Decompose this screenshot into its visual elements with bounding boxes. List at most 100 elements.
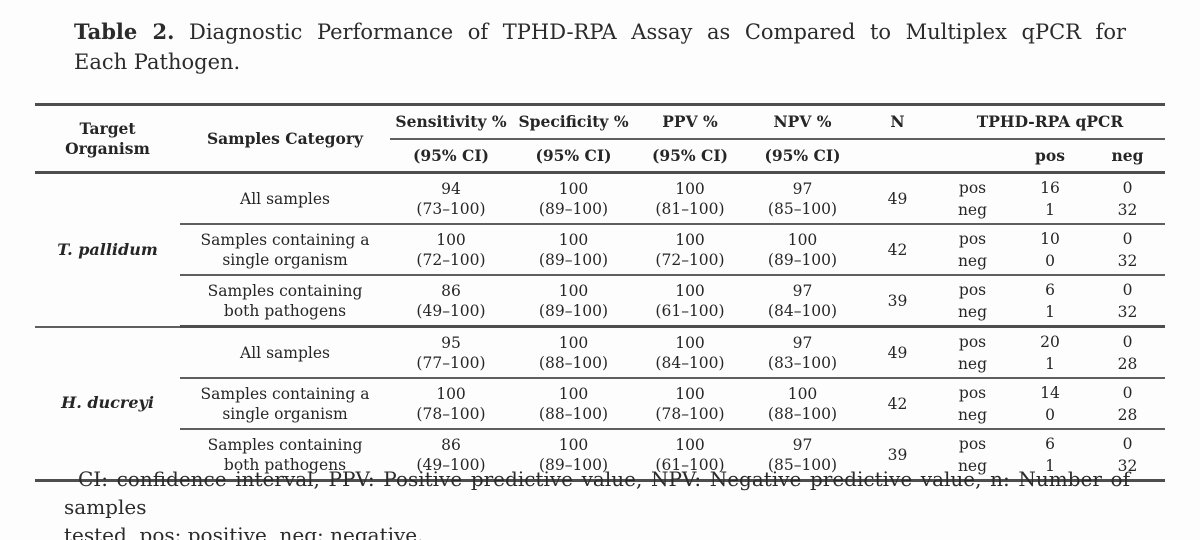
npv-value: 100 <box>787 230 818 249</box>
rpa-pos-label: pos <box>958 383 987 402</box>
rpa-pos-label: pos <box>958 178 987 197</box>
rpa-result-cell: pos neg <box>935 326 1010 379</box>
specificity-cell: 100 (88–100) <box>512 378 635 430</box>
category-cell: All samples <box>180 326 390 379</box>
specificity-ci: (88–100) <box>538 404 609 423</box>
specificity-value: 100 <box>558 179 589 198</box>
ppv-ci: (81–100) <box>655 199 725 218</box>
sensitivity-cell: 86 (49–100) <box>390 275 512 328</box>
subheader-qpcr-neg: neg <box>1090 139 1166 174</box>
table-row: Samples containing both pathogens 86 (49–1… <box>35 429 1165 481</box>
organism-cell: T. pallidum <box>35 172 180 328</box>
sensitivity-ci: (72–100) <box>416 250 486 269</box>
table-row: Samples containing a single organism 100(… <box>35 378 1166 430</box>
category-line: All samples <box>240 189 330 208</box>
subheader-ci-sensitivity: (95% CI) <box>390 139 512 174</box>
organism-cell: H. ducreyi <box>61 393 154 413</box>
header-row-1: Target Organism Samples Category Sensiti… <box>35 104 1166 174</box>
subheader-ci-npv: (95% CI) <box>745 139 860 174</box>
npv-value: 97 <box>792 179 813 198</box>
sensitivity-cell: 94 (73–100) <box>390 172 512 225</box>
specificity-cell: 100 (89–100) <box>512 275 635 328</box>
sensitivity-ci: (78–100) <box>416 404 486 423</box>
ppv-cell: 100 (81–100) <box>635 172 745 225</box>
col-header-npv: NPV % <box>745 104 860 140</box>
ppv-value: 100 <box>675 179 705 198</box>
qpcr-neg-cell: 0 32 <box>1090 275 1166 328</box>
qpcr-neg-count: 32 <box>1117 456 1138 475</box>
category-line: single organism <box>222 250 348 269</box>
rpa-pos-label: pos <box>958 332 987 351</box>
sensitivity-value: 95 <box>441 333 461 352</box>
npv-ci: (83–100) <box>767 353 838 372</box>
qpcr-neg-count: 0 <box>1122 178 1133 197</box>
caption-line1: Table 2. Diagnostic Performance of TPHD-… <box>74 17 1126 47</box>
rpa-neg-label: neg <box>957 405 988 424</box>
npv-ci: (88–100) <box>767 404 838 423</box>
npv-cell: 97 (84–100) <box>745 275 860 328</box>
ppv-ci: (61–100) <box>655 301 725 320</box>
qpcr-neg-count: 0 <box>1122 332 1133 351</box>
rpa-neg-label: neg <box>957 456 988 475</box>
specificity-ci: (89–100) <box>538 199 609 218</box>
qpcr-pos-count: 0 <box>1045 251 1055 270</box>
qpcr-neg-count: 28 <box>1117 354 1138 373</box>
qpcr-pos-count: 1 <box>1045 354 1055 373</box>
qpcr-neg-cell: 0 32 <box>1090 429 1165 481</box>
rpa-neg-label: neg <box>957 200 988 219</box>
qpcr-pos-count: 14 <box>1040 383 1060 402</box>
sensitivity-value: 94 <box>441 179 461 198</box>
category-line: Samples containing <box>207 281 363 300</box>
category-line: both pathogens <box>223 301 347 320</box>
ppv-cell: 100 (61–100) <box>635 429 745 481</box>
npv-ci: (89–100) <box>767 250 838 269</box>
sensitivity-value: 86 <box>441 281 461 300</box>
sensitivity-cell: 100 (78–100) <box>390 378 512 430</box>
sensitivity-ci: (77–100) <box>416 353 486 372</box>
n-cell: 39 <box>860 275 935 328</box>
rpa-pos-label: pos <box>958 280 987 299</box>
ppv-cell: 100 (84–100) <box>635 326 745 379</box>
specificity-ci: (88–100) <box>538 353 609 372</box>
specificity-cell: 100 (89–100) <box>512 429 635 481</box>
sensitivity-cell: 95 (77–100) <box>390 326 512 379</box>
subheader-empty-n <box>860 139 935 174</box>
npv-value: 97 <box>792 281 813 300</box>
ppv-value: 100 <box>675 333 705 352</box>
specificity-value: 100 <box>558 384 589 403</box>
npv-cell: 97 (85–100) <box>745 429 860 481</box>
category-cell: All samples <box>180 172 390 225</box>
rpa-pos-label: pos <box>958 434 987 453</box>
qpcr-neg-count: 0 <box>1122 280 1133 299</box>
table-row: Samples containing a single organism 100(… <box>35 224 1166 276</box>
specificity-value: 100 <box>558 230 589 249</box>
category-line: All samples <box>240 343 330 362</box>
table-row: H. ducreyi All samples 95 (77–100) 100 (88… <box>35 326 1166 412</box>
ppv-ci: (78–100) <box>655 404 725 423</box>
qpcr-pos-cell: 14 0 <box>1010 378 1090 430</box>
npv-ci: (84–100) <box>767 301 838 320</box>
qpcr-neg-count: 0 <box>1122 383 1133 402</box>
npv-cell: 97 (83–100) <box>745 326 860 379</box>
ppv-cell: 100 (61–100) <box>635 275 745 328</box>
category-line: Samples containing <box>207 435 363 454</box>
qpcr-pos-count: 1 <box>1045 456 1055 475</box>
table-footnote: CI: confidence interval, PPV: Positive p… <box>64 465 1130 540</box>
specificity-value: 100 <box>558 435 589 454</box>
n-cell: 39 <box>887 445 908 464</box>
subheader-ci-specificity: (95% CI) <box>512 139 635 174</box>
npv-ci: (85–100) <box>767 455 838 474</box>
specificity-cell: 100 (89–100) <box>512 224 635 276</box>
npv-value: 97 <box>792 333 813 352</box>
qpcr-neg-cell: 0 32 <box>1090 224 1166 276</box>
col-header-specificity: Specificity % <box>512 104 635 140</box>
qpcr-neg-count: 32 <box>1117 302 1138 321</box>
ppv-value: 100 <box>675 435 705 454</box>
specificity-value: 100 <box>558 333 589 352</box>
npv-cell: 100 (88–100) <box>745 378 860 430</box>
category-line: Samples containing a <box>200 384 370 403</box>
ppv-value: 100 <box>675 230 705 249</box>
qpcr-neg-count: 28 <box>1117 405 1138 424</box>
ppv-ci: (84–100) <box>655 353 725 372</box>
col-header-n: N <box>860 104 935 140</box>
